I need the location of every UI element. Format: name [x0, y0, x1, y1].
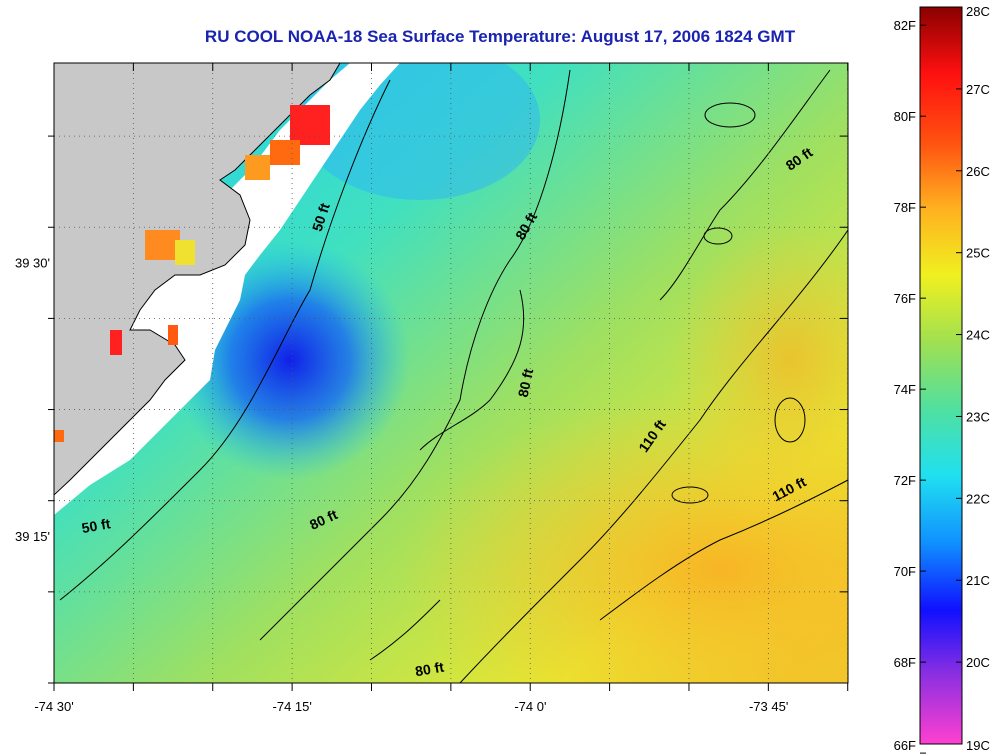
- contour-80ft-d: [369, 599, 441, 661]
- colorbar-celsius-label: 19C: [966, 738, 990, 753]
- map-tick-labels: -74 30' -74 15' -74 0' -73 45' 39 30' 39 15': [15, 256, 788, 714]
- colorbar-celsius-label: 24C: [966, 328, 990, 343]
- colorbar-celsius-label: 27C: [966, 82, 990, 97]
- x-tick-label: -74 0': [514, 699, 546, 714]
- colorbar-celsius-label: 26C: [966, 164, 990, 179]
- y-tick-label: 39 30': [15, 256, 50, 271]
- y-tick-label: 39 15': [15, 529, 50, 544]
- land-new-jersey: [54, 63, 341, 496]
- colorbar-fahrenheit-label: 66F: [894, 738, 916, 753]
- contour-label: 80 ft: [414, 659, 445, 680]
- map-ticks: [48, 63, 849, 691]
- colorbar-fahrenheit-label: 82F: [894, 18, 916, 33]
- colorbar-celsius-label: 21C: [966, 573, 990, 588]
- contour-80ft-c: [659, 69, 831, 301]
- colorbar-celsius-label: 25C: [966, 246, 990, 261]
- colorbar-fahrenheit-label: 80F: [894, 109, 916, 124]
- map-title: RU COOL NOAA-18 Sea Surface Temperature:…: [204, 27, 796, 46]
- colorbar-fahrenheit-label: 74F: [894, 382, 916, 397]
- x-tick-label: -74 15': [273, 699, 312, 714]
- colorbar-fahrenheit-label: 76F: [894, 291, 916, 306]
- bathymetry-contours: [59, 69, 848, 683]
- warm-water-patch-east: [670, 220, 848, 500]
- contour-label: 80 ft: [515, 367, 537, 399]
- colorbar-fahrenheit-label: 68F: [894, 655, 916, 670]
- contour-label: 50 ft: [80, 515, 111, 536]
- colorbar-celsius-label: 23C: [966, 409, 990, 424]
- colorbar-celsius-label: 28C: [966, 4, 990, 19]
- colorbar-scale: [919, 6, 963, 745]
- colorbar-fahrenheit-label: 78F: [894, 200, 916, 215]
- colorbar-fahrenheit-label: 70F: [894, 564, 916, 579]
- colorbar-celsius-label: 20C: [966, 655, 990, 670]
- contour-110ft-b: [599, 479, 848, 621]
- colorbar-fahrenheit-labels: 82F 80F 78F 76F 74F 72F 70F 68F 66F: [894, 18, 926, 754]
- contour-50ft: [59, 79, 391, 601]
- contour-80ft-a: [259, 69, 571, 641]
- coastal-hot-pixels: [54, 105, 330, 442]
- contour-110ft-a: [459, 229, 848, 683]
- x-tick-label: -74 30': [34, 699, 73, 714]
- colorbar: 28C 27C 26C 25C 24C 23C 22C 21C 20C 19C 82F 80F 78F…: [894, 4, 990, 754]
- x-tick-label: -73 45': [749, 699, 788, 714]
- colorbar-celsius-labels: 28C 27C 26C 25C 24C 23C 22C 21C 20C 19C: [956, 4, 990, 753]
- contour-80ft-b: [419, 289, 525, 451]
- colorbar-celsius-label: 22C: [966, 491, 990, 506]
- colorbar-fahrenheit-label: 72F: [894, 473, 916, 488]
